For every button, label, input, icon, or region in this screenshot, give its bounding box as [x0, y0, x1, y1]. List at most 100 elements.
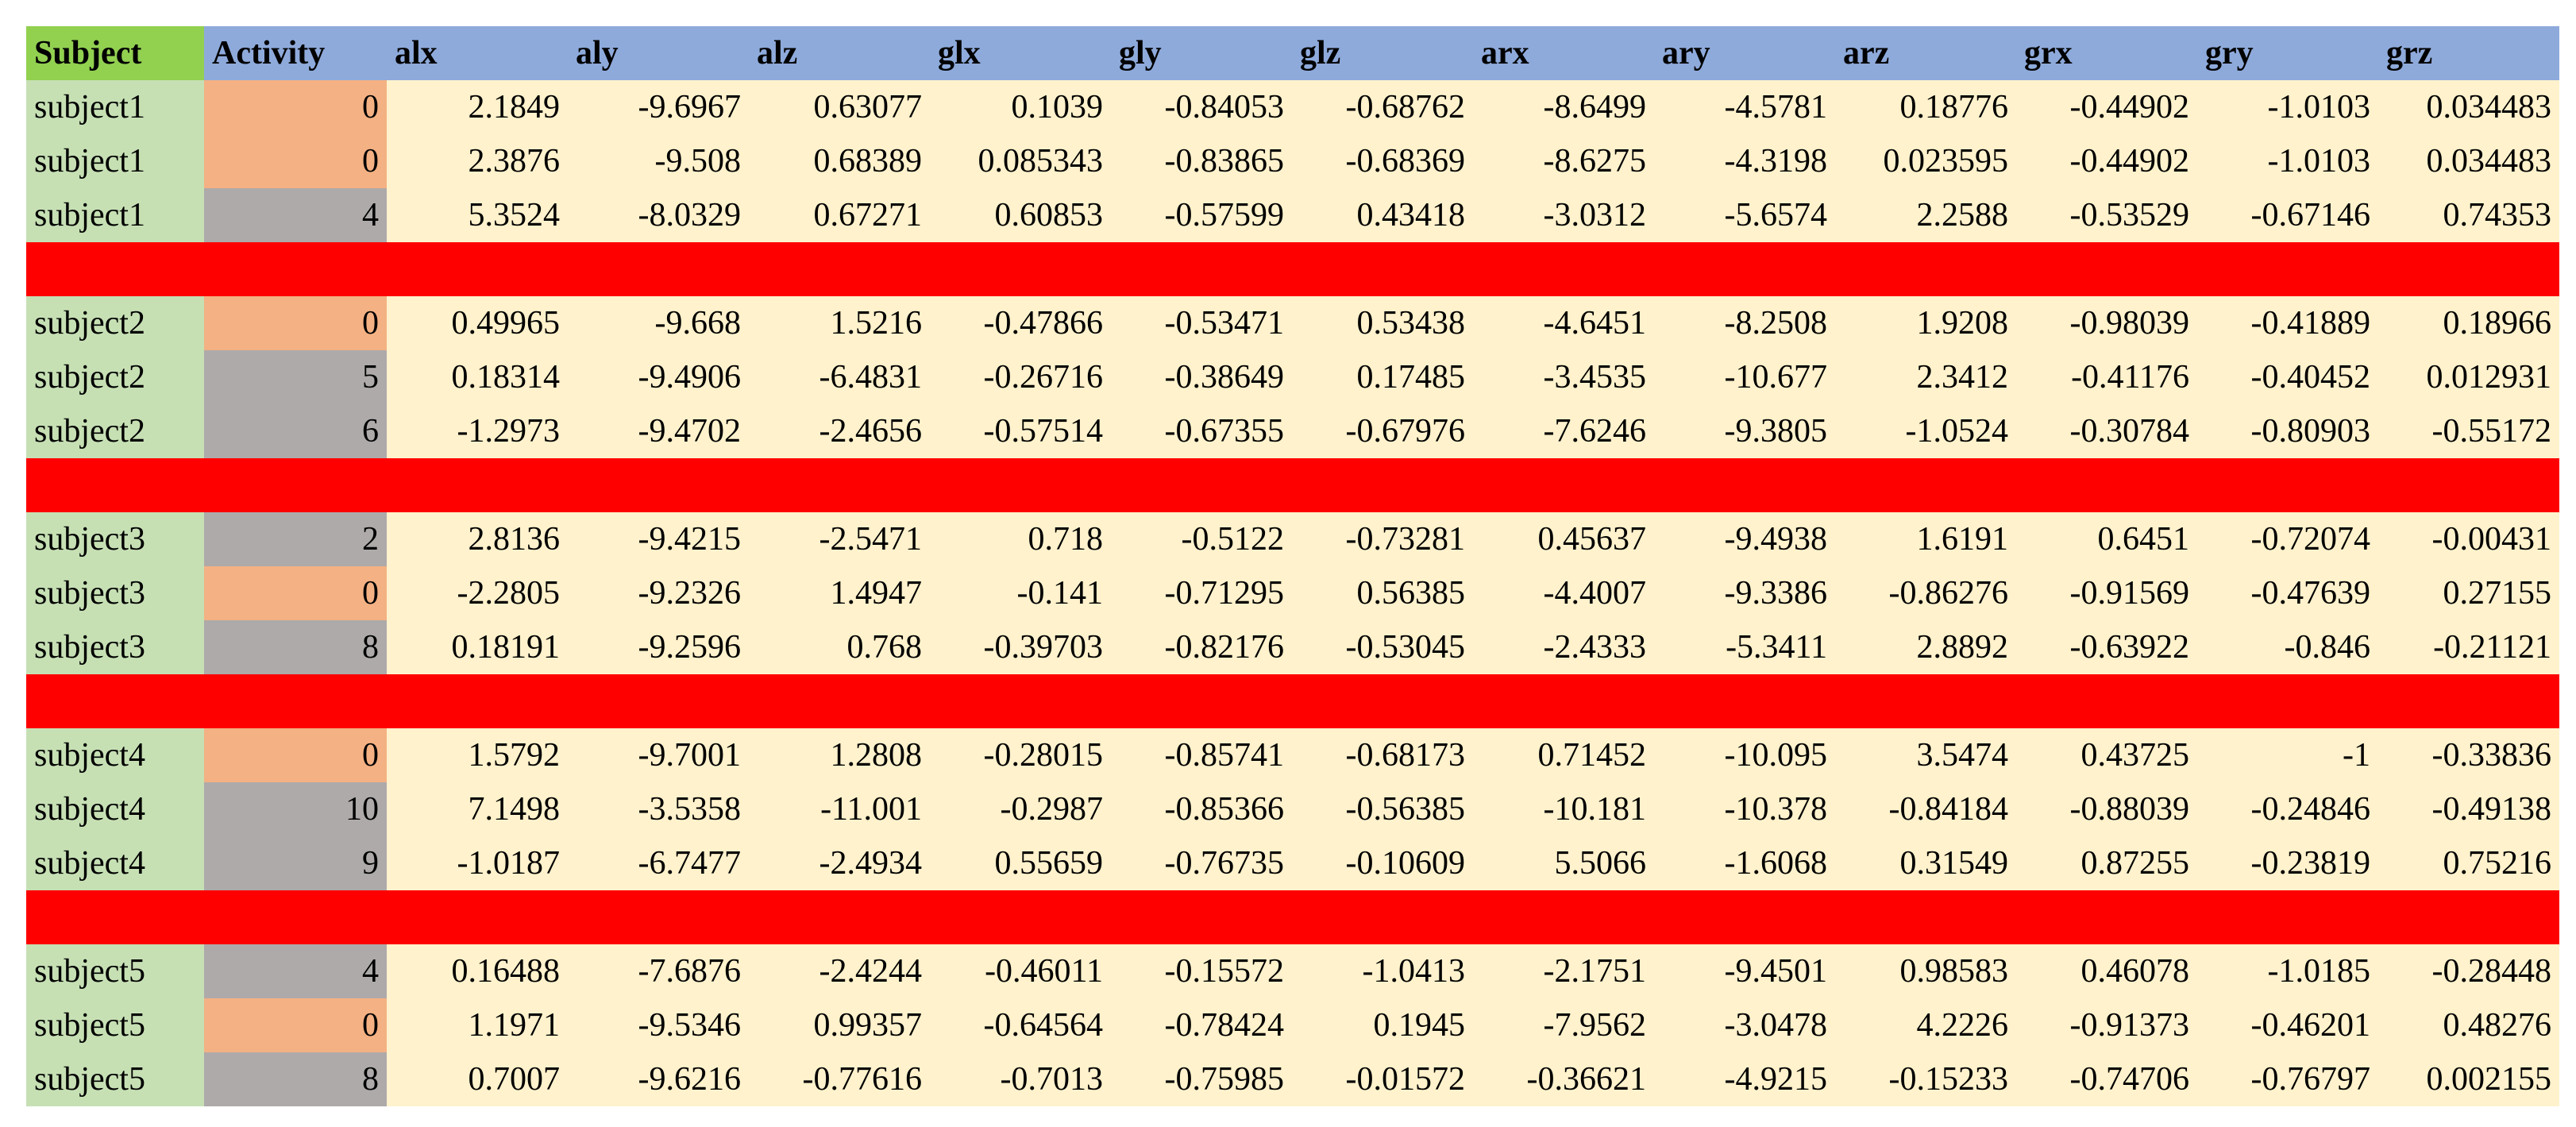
value-cell: -1 [2197, 728, 2378, 782]
value-cell: 0.18191 [387, 620, 568, 674]
value-cell: -2.4656 [749, 404, 930, 458]
value-cell: 0.18314 [387, 350, 568, 404]
value-cell: -9.6967 [568, 80, 749, 134]
value-cell: -0.91373 [2016, 998, 2197, 1052]
value-cell: -0.38649 [1111, 350, 1292, 404]
value-cell: -0.53529 [2016, 188, 2197, 242]
value-cell: -0.85366 [1111, 782, 1292, 836]
column-header: gly [1111, 26, 1292, 80]
value-cell: 0.768 [749, 620, 930, 674]
column-header: arx [1473, 26, 1654, 80]
activity-cell: 9 [204, 836, 387, 890]
value-cell: -0.47866 [930, 296, 1111, 350]
value-cell: 0.1945 [1292, 998, 1473, 1052]
value-cell: -0.41889 [2197, 296, 2378, 350]
value-cell: -0.56385 [1292, 782, 1473, 836]
value-cell: 0.085343 [930, 134, 1111, 188]
value-cell: -9.2326 [568, 566, 749, 620]
value-cell: -0.98039 [2016, 296, 2197, 350]
subject-cell: subject2 [26, 350, 204, 404]
value-cell: 0.46078 [2016, 944, 2197, 998]
subject-cell: subject1 [26, 134, 204, 188]
data-row: subject1 4 5.3524 -8.0329 0.67271 0.60853 -0.5… [26, 188, 2559, 242]
value-cell: -0.75985 [1111, 1052, 1292, 1106]
value-cell: -0.5122 [1111, 512, 1292, 566]
value-cell: -0.84184 [1835, 782, 2016, 836]
value-cell: 1.5792 [387, 728, 568, 782]
subject-cell: subject1 [26, 80, 204, 134]
value-cell: -10.677 [1654, 350, 1835, 404]
value-cell: -0.28015 [930, 728, 1111, 782]
value-cell: -10.181 [1473, 782, 1654, 836]
value-cell: 1.4947 [749, 566, 930, 620]
data-row: subject4 10 7.1498 -3.5358 -11.001 -0.2987 -0.… [26, 782, 2559, 836]
value-cell: 0.31549 [1835, 836, 2016, 890]
value-cell: 0.7007 [387, 1052, 568, 1106]
value-cell: 1.1971 [387, 998, 568, 1052]
value-cell: -0.36621 [1473, 1052, 1654, 1106]
value-cell: -8.6275 [1473, 134, 1654, 188]
column-header: arz [1835, 26, 2016, 80]
value-cell: -0.71295 [1111, 566, 1292, 620]
value-cell: -0.86276 [1835, 566, 2016, 620]
value-cell: -0.01572 [1292, 1052, 1473, 1106]
value-cell: 0.67271 [749, 188, 930, 242]
value-cell: -2.4934 [749, 836, 930, 890]
data-row: subject3 2 2.8136 -9.4215 -2.5471 0.718 -0.512… [26, 512, 2559, 566]
value-cell: -0.23819 [2197, 836, 2378, 890]
group-separator [26, 242, 2559, 296]
data-row: subject5 0 1.1971 -9.5346 0.99357 -0.64564 -0.… [26, 998, 2559, 1052]
value-cell: -7.6246 [1473, 404, 1654, 458]
value-cell: -9.3386 [1654, 566, 1835, 620]
data-row: subject2 5 0.18314 -9.4906 -6.4831 -0.26716 -0… [26, 350, 2559, 404]
value-cell: -4.3198 [1654, 134, 1835, 188]
value-cell: 7.1498 [387, 782, 568, 836]
value-cell: -0.68369 [1292, 134, 1473, 188]
activity-cell: 0 [204, 728, 387, 782]
activity-cell: 2 [204, 512, 387, 566]
value-cell: 1.5216 [749, 296, 930, 350]
value-cell: -0.80903 [2197, 404, 2378, 458]
value-cell: 4.2226 [1835, 998, 2016, 1052]
column-header: grz [2378, 26, 2559, 80]
value-cell: 0.43418 [1292, 188, 1473, 242]
value-cell: -10.378 [1654, 782, 1835, 836]
value-cell: 2.2588 [1835, 188, 2016, 242]
value-cell: 1.9208 [1835, 296, 2016, 350]
data-row: subject3 8 0.18191 -9.2596 0.768 -0.39703 -0.8… [26, 620, 2559, 674]
value-cell: -7.6876 [568, 944, 749, 998]
column-header: Subject [26, 26, 204, 80]
value-cell: -1.0103 [2197, 134, 2378, 188]
value-cell: 0.034483 [2378, 80, 2559, 134]
value-cell: -4.5781 [1654, 80, 1835, 134]
value-cell: -0.33836 [2378, 728, 2559, 782]
value-cell: 0.60853 [930, 188, 1111, 242]
value-cell: -0.47639 [2197, 566, 2378, 620]
value-cell: 0.43725 [2016, 728, 2197, 782]
value-cell: -9.6216 [568, 1052, 749, 1106]
value-cell: -11.001 [749, 782, 930, 836]
value-cell: -0.78424 [1111, 998, 1292, 1052]
data-row: subject4 9 -1.0187 -6.7477 -2.4934 0.55659 -0.… [26, 836, 2559, 890]
value-cell: -2.2805 [387, 566, 568, 620]
value-cell: 1.2808 [749, 728, 930, 782]
value-cell: -9.4501 [1654, 944, 1835, 998]
value-cell: -0.74706 [2016, 1052, 2197, 1106]
value-cell: -8.2508 [1654, 296, 1835, 350]
sheet: Subject Activity alx aly alz glx gly glz arx ary a… [26, 26, 2559, 1106]
activity-cell: 4 [204, 188, 387, 242]
value-cell: -4.6451 [1473, 296, 1654, 350]
subject-cell: subject3 [26, 512, 204, 566]
value-cell: -0.67355 [1111, 404, 1292, 458]
subject-cell: subject1 [26, 188, 204, 242]
value-cell: 0.45637 [1473, 512, 1654, 566]
column-header: aly [568, 26, 749, 80]
value-cell: -0.57599 [1111, 188, 1292, 242]
value-cell: 0.75216 [2378, 836, 2559, 890]
value-cell: -0.68173 [1292, 728, 1473, 782]
value-cell: 0.17485 [1292, 350, 1473, 404]
data-row: subject1 0 2.3876 -9.508 0.68389 0.085343 -0.8… [26, 134, 2559, 188]
value-cell: -0.21121 [2378, 620, 2559, 674]
value-cell: -0.49138 [2378, 782, 2559, 836]
